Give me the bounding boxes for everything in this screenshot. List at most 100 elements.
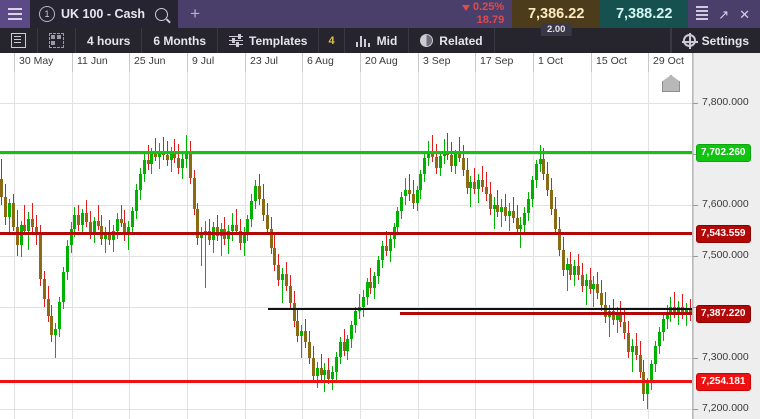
period-selector[interactable]: 6 Months [142,28,219,53]
tab-uk100-cash[interactable]: 1 UK 100 - Cash [30,0,179,28]
search-icon[interactable] [155,7,169,21]
buy-price: 7,388.22 [615,6,673,22]
price-tick-label: 7,500.000 [702,249,749,261]
date-tick [302,53,303,72]
candle-body [35,227,39,236]
candle-body [119,218,123,224]
candle-body [127,227,131,236]
date-tick [72,53,73,72]
hamburger-icon[interactable] [0,0,30,28]
buy-price-button[interactable]: 7,388.22 [600,0,689,28]
candle-body [381,245,385,260]
candle-body [423,157,427,175]
candle-body [177,157,181,168]
date-tick-label: 11 Jun [77,55,108,67]
candle-wick [566,257,568,292]
related-button[interactable]: Related [409,28,495,53]
date-tick-label: 6 Aug [307,55,334,67]
price-chart[interactable]: 30 May 11 Jun 25 Jun 9 Jul 23 Jul 6 Aug 20 Aug… [0,53,760,419]
price-type-button[interactable]: Mid [345,28,410,53]
grid-line-vertical [475,72,476,419]
candle-body [150,152,154,164]
candle-wick [205,221,207,289]
price-tick [693,103,698,104]
candle-body [307,342,311,358]
candle-body [473,182,477,190]
price-tick-label: 7,300.000 [702,351,749,363]
candle-body [477,180,481,190]
current-price-line-label[interactable]: 7,387.220 [696,305,751,323]
candle-wick [585,274,587,305]
candle-wick [539,145,541,172]
toolbar-spacer [495,28,671,53]
date-tick-label: 25 Jun [134,55,166,67]
indicator-count-badge[interactable]: 4 [319,28,345,53]
candle-body [592,284,596,290]
layout-button[interactable] [38,28,76,53]
candle-body [115,218,119,232]
change-points: 18.79 [476,14,505,26]
candle-body [480,180,484,188]
candle-body [365,282,369,297]
candle-body [507,210,511,216]
candle-body [208,231,212,241]
resistance-line-label[interactable]: 7,702.260 [696,144,751,162]
grid-line-vertical [187,72,188,419]
candle-body [569,263,573,276]
candle-body [154,152,158,157]
candle-wick [412,180,414,209]
candle-body [373,276,377,289]
sell-price: 7,386.22 [527,6,585,22]
candle-body [204,231,208,234]
support-line-label[interactable]: 7,254.181 [696,373,751,391]
price-axis[interactable]: 7,800.000 7,600.000 7,500.000 7,300.000 7,20… [692,53,760,419]
candle-wick [282,267,284,303]
candle-body [646,382,650,395]
open-level-line[interactable] [268,307,692,310]
support-line[interactable] [0,380,692,384]
related-label: Related [439,33,483,48]
candle-wick [97,204,99,231]
candle-body [169,153,173,160]
candle-body [142,159,146,175]
candle-body [131,210,135,228]
timeframe-selector[interactable]: 4 hours [76,28,143,53]
candle-wick [370,267,372,295]
add-tab-button[interactable]: + [190,4,201,23]
upper-pivot-line[interactable] [0,232,692,236]
candle-body [677,306,681,313]
candle-wick [508,202,510,232]
chart-home-marker[interactable] [662,75,680,92]
date-tick-label: 1 Oct [538,55,564,67]
candle-body [431,153,434,157]
candle-body [196,208,200,239]
candle-body [404,190,408,197]
candle-body [519,225,523,230]
candle-wick [474,167,476,195]
grid-line-vertical [245,72,246,419]
candle-body [61,272,65,302]
lines-icon[interactable] [696,10,709,12]
templates-button[interactable]: Templates [218,28,320,53]
sell-price-button[interactable]: 7,386.22 2.00 [512,0,601,36]
current-price-line[interactable] [400,312,692,316]
settings-label: Settings [701,33,749,48]
settings-button[interactable]: Settings [670,28,760,53]
candle-wick [470,176,472,207]
candle-body [350,325,354,340]
plot-area[interactable] [0,72,692,419]
price-tick-label: 7,800.000 [702,96,749,108]
candle-body [673,306,677,313]
candle-wick [32,202,34,233]
candle-body [438,155,442,168]
date-tick [591,53,592,72]
upper-pivot-line-label[interactable]: 7,543.559 [696,225,751,243]
grid-line-horizontal [0,154,692,155]
watchlist-button[interactable] [0,28,38,53]
date-tick [475,53,476,72]
close-icon[interactable]: ✕ [739,6,750,22]
resistance-line[interactable] [0,151,692,155]
candle-body [454,153,458,166]
expand-icon[interactable]: ↗ [718,6,730,22]
